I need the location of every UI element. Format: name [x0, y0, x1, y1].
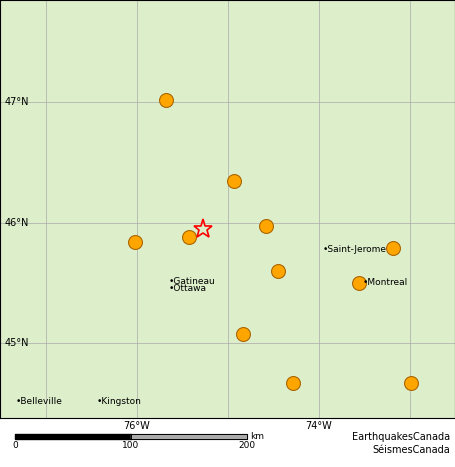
Text: EarthquakesCanada: EarthquakesCanada [352, 432, 450, 442]
Text: •Saint-Jerome: •Saint-Jerome [323, 245, 387, 254]
Text: 74°W: 74°W [305, 421, 332, 431]
Text: •Montreal: •Montreal [363, 277, 408, 287]
Text: 45°N: 45°N [5, 338, 29, 348]
Text: 0: 0 [12, 441, 18, 450]
Text: •Belleville: •Belleville [15, 397, 62, 406]
Text: •Kingston: •Kingston [96, 397, 142, 406]
Text: •Ottawa: •Ottawa [168, 283, 207, 293]
Text: •Gatineau: •Gatineau [168, 277, 215, 286]
Text: 76°W: 76°W [123, 421, 150, 431]
Text: km: km [250, 432, 264, 441]
Text: 200: 200 [238, 441, 255, 450]
Text: 47°N: 47°N [5, 98, 29, 107]
Text: 100: 100 [122, 441, 140, 450]
Text: SéismesCanada: SéismesCanada [372, 445, 450, 455]
Text: 46°N: 46°N [5, 218, 29, 228]
